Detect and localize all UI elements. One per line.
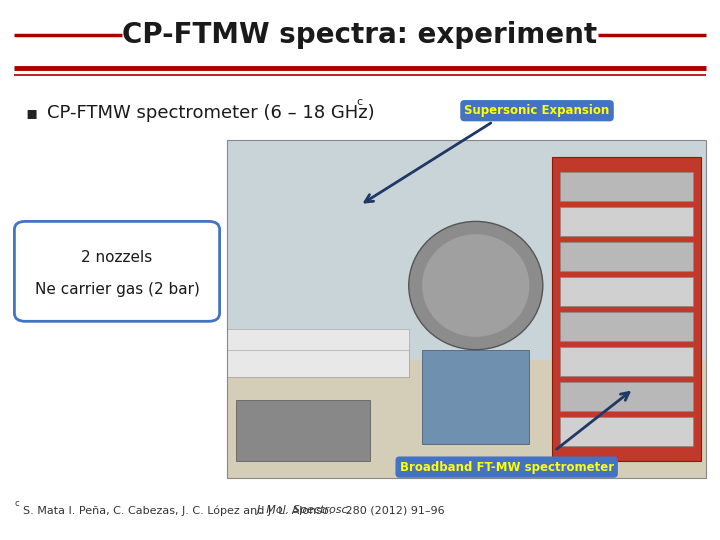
Text: c: c bbox=[356, 97, 363, 106]
Bar bbox=[560, 172, 693, 201]
FancyBboxPatch shape bbox=[14, 221, 220, 321]
Text: c: c bbox=[14, 500, 19, 508]
Ellipse shape bbox=[422, 234, 529, 337]
Bar bbox=[560, 277, 693, 306]
Text: CP-FTMW spectrometer (6 – 18 GHz): CP-FTMW spectrometer (6 – 18 GHz) bbox=[47, 104, 374, 123]
Bar bbox=[227, 140, 706, 478]
Bar bbox=[552, 157, 701, 461]
Bar bbox=[560, 347, 693, 376]
Bar bbox=[560, 382, 693, 411]
Text: CP-FTMW spectra: experiment: CP-FTMW spectra: experiment bbox=[122, 21, 598, 49]
Bar bbox=[560, 242, 693, 271]
Bar bbox=[560, 417, 693, 446]
Bar bbox=[236, 400, 370, 461]
Ellipse shape bbox=[409, 221, 543, 350]
Bar bbox=[560, 207, 693, 237]
Bar bbox=[422, 350, 529, 444]
Bar bbox=[227, 140, 706, 478]
Text: Ne carrier gas (2 bar): Ne carrier gas (2 bar) bbox=[35, 282, 199, 297]
Bar bbox=[227, 360, 706, 478]
Bar bbox=[560, 312, 693, 341]
Text: ▪: ▪ bbox=[25, 104, 37, 123]
Text: 280 (2012) 91–96: 280 (2012) 91–96 bbox=[342, 505, 445, 515]
Bar bbox=[227, 343, 409, 377]
Text: 2 nozzels: 2 nozzels bbox=[81, 249, 153, 265]
Bar bbox=[227, 329, 409, 350]
Text: S. Mata I. Peña, C. Cabezas, J. C. López and J. L. Alonso.: S. Mata I. Peña, C. Cabezas, J. C. López… bbox=[23, 505, 336, 516]
Text: Broadband FT-MW spectrometer: Broadband FT-MW spectrometer bbox=[400, 461, 613, 474]
Text: J. Mol. Spectrosc.: J. Mol. Spectrosc. bbox=[257, 505, 352, 515]
Text: Supersonic Expansion: Supersonic Expansion bbox=[464, 104, 610, 117]
